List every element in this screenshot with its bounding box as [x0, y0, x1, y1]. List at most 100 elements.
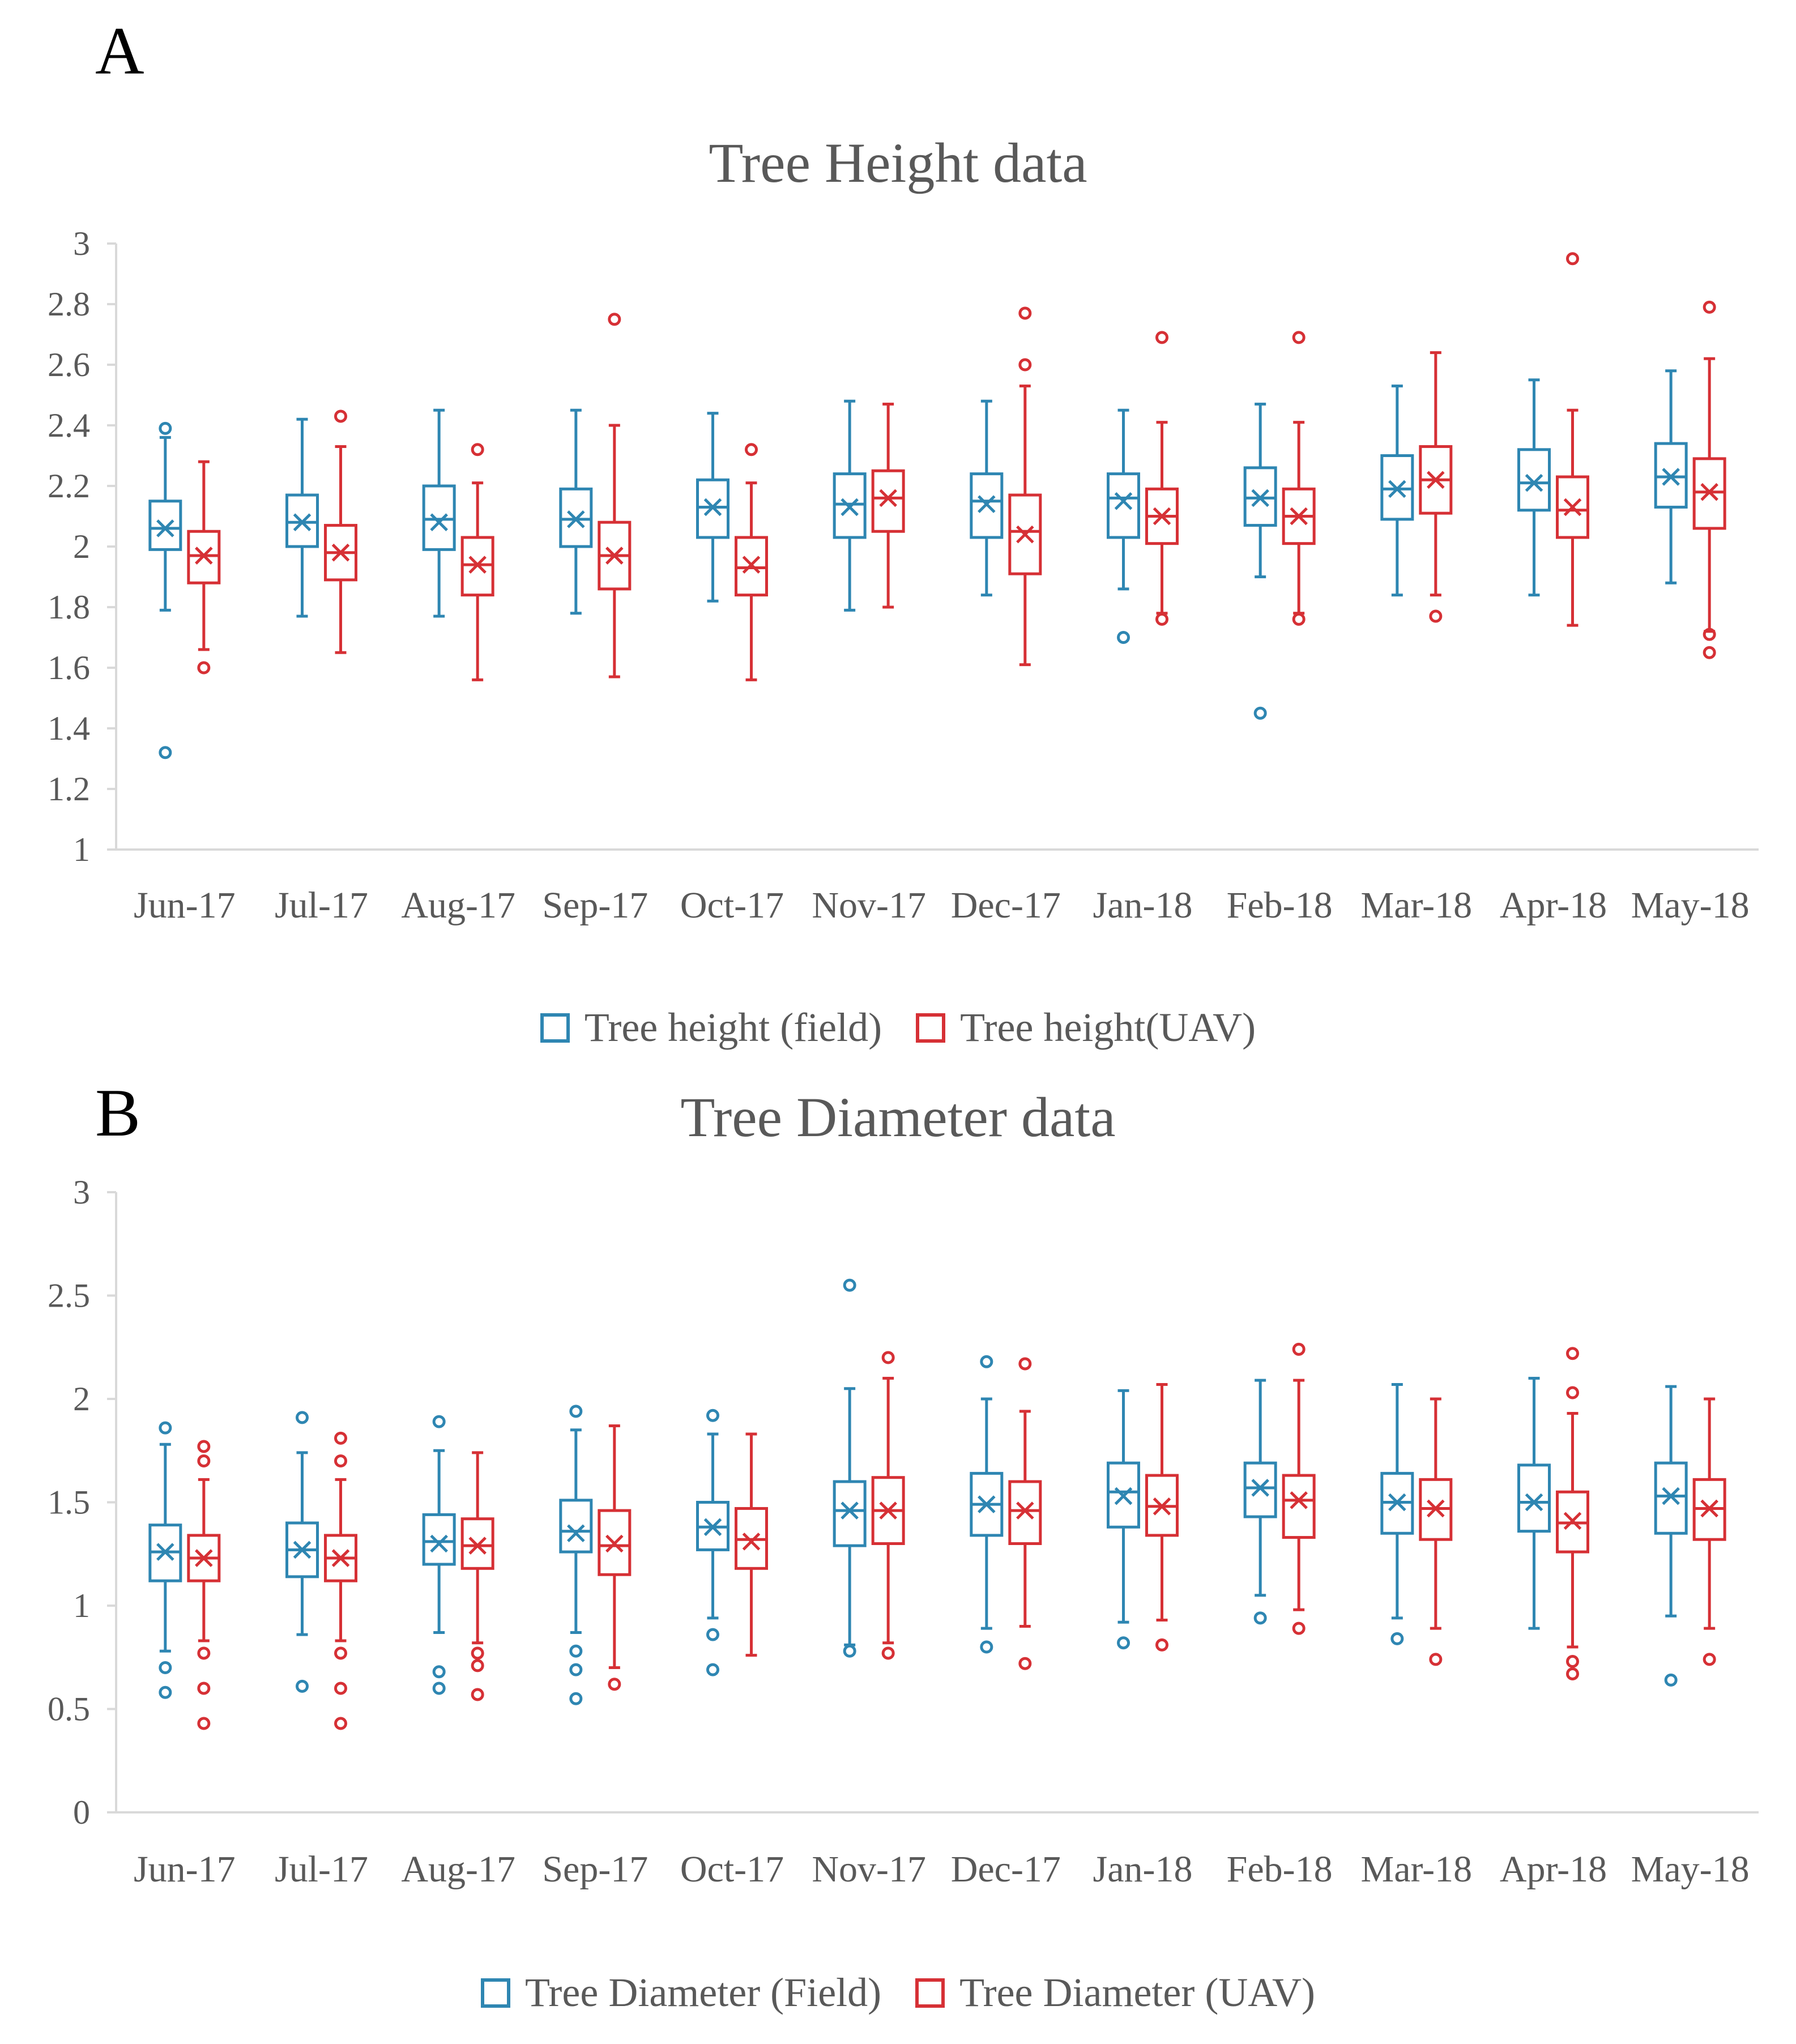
box-mean-marker [1114, 492, 1133, 510]
outlier-point [569, 1405, 583, 1418]
box-iqr [460, 1517, 494, 1570]
box-mean-marker [430, 1534, 448, 1553]
outlier-point [1117, 631, 1130, 644]
box-mean-marker [331, 543, 350, 562]
chart-b-x-tick-label: Jan-18 [1093, 1849, 1193, 1890]
outlier-point [159, 1661, 172, 1674]
chart-b-y-tick-label: 2.5 [48, 1277, 90, 1315]
chart-a-x-tick-label: Jun-17 [134, 885, 236, 926]
outlier-point [159, 1685, 172, 1699]
box-mean-marker [841, 1501, 859, 1520]
chart-a-x-tick-label: Mar-18 [1361, 885, 1473, 926]
chart-b-box-field [422, 1415, 456, 1695]
outlier-point [1566, 1667, 1579, 1680]
chart-a-box-uav [1556, 252, 1589, 627]
panel-label-b: B [95, 1075, 141, 1150]
chart-b-x-tick-label: May-18 [1631, 1849, 1750, 1890]
chart-a-y-tick-label: 1.6 [48, 649, 90, 686]
chart-a-x-tick-label: Sep-17 [542, 885, 648, 926]
outlier-point [1703, 1653, 1716, 1666]
outlier-point [1566, 252, 1579, 266]
outlier-point [843, 1644, 856, 1658]
chart-b-y-tick-label: 0.5 [48, 1691, 90, 1728]
outlier-point [432, 1415, 446, 1428]
box-iqr [1517, 1463, 1551, 1533]
chart-a-box-uav [1008, 306, 1042, 667]
outlier-point [471, 443, 484, 456]
outlier-point [1703, 300, 1716, 314]
box-iqr [833, 1480, 867, 1547]
box-mean-marker [293, 1541, 312, 1559]
chart-b-box-uav [1145, 1382, 1179, 1652]
box-mean-marker [1114, 1487, 1133, 1505]
chart-b-x-tick-label: Jun-17 [134, 1849, 236, 1890]
box-mean-marker [1427, 1499, 1445, 1518]
chart-a-box-field [1380, 384, 1414, 597]
outlier-point [1664, 1673, 1678, 1687]
chart-a-title: Tree Height data [709, 131, 1087, 194]
box-mean-marker [605, 547, 624, 565]
outlier-point [1703, 646, 1716, 659]
chart-a-box-field [970, 399, 1004, 597]
box-mean-marker [1153, 1497, 1171, 1516]
outlier-point [1018, 358, 1032, 372]
outlier-point [980, 1355, 993, 1368]
outlier-point [334, 1431, 347, 1445]
chart-b-x-tick-label: Apr-18 [1500, 1849, 1607, 1890]
legend-item-uav[interactable]: Tree Diameter (UAV) [915, 1969, 1315, 2016]
chart-b-box-field [970, 1355, 1004, 1654]
box-mean-marker [468, 1537, 487, 1555]
chart-a-y-tick-label: 2 [73, 528, 90, 565]
box-mean-marker [1290, 1491, 1308, 1509]
chart-b-box-uav [598, 1424, 632, 1691]
chart-a-plot: 1 1.2 1.4 1.6 1.8 2 2.2 2.4 2.6 2.8 3 Jun-17 Jul-17 A… [48, 225, 1759, 926]
outlier-point [706, 1409, 719, 1422]
legend-item-uav[interactable]: Tree height(UAV) [916, 1004, 1256, 1051]
box-mean-marker [742, 1533, 761, 1551]
box-mean-marker [742, 556, 761, 574]
box-mean-marker [567, 1524, 585, 1543]
chart-a-box-uav [1145, 331, 1179, 626]
legend-item-field[interactable]: Tree Diameter (Field) [480, 1969, 881, 2016]
box-mean-marker [1700, 483, 1718, 501]
box-iqr [422, 484, 456, 551]
box-mean-marker [1662, 1487, 1680, 1505]
chart-b-legend: Tree Diameter (Field) Tree Diameter (UAV… [0, 1969, 1796, 2016]
box-mean-marker [879, 1501, 897, 1520]
outlier-point [1018, 306, 1032, 320]
chart-a-box-uav [460, 443, 494, 681]
outlier-point [1018, 1357, 1032, 1371]
chart-b-box-uav [187, 1440, 221, 1730]
outlier-point [432, 1682, 446, 1695]
outlier-point [1253, 1611, 1267, 1625]
outlier-point [881, 1646, 895, 1660]
box-mean-marker [156, 1543, 174, 1561]
outlier-point [569, 1644, 583, 1658]
chart-b-x-tick-label: Aug-17 [401, 1849, 515, 1890]
chart-a-box-uav [187, 460, 221, 675]
chart-b-y-tick-label: 1 [73, 1587, 90, 1624]
chart-a-y-tick-label: 2.4 [48, 407, 90, 444]
chart-b-box-uav [1282, 1342, 1316, 1635]
box-mean-marker [293, 513, 312, 531]
chart-a-y-tick-label: 1.2 [48, 770, 90, 808]
outlier-point [1155, 1638, 1168, 1652]
chart-b-box-uav [1419, 1397, 1453, 1666]
outlier-point [1429, 1653, 1443, 1666]
chart-b-box-field [148, 1421, 182, 1699]
outlier-point [1253, 706, 1267, 720]
chart-b-box-field [1107, 1389, 1140, 1650]
box-mean-marker [703, 498, 722, 517]
chart-a-box-field [696, 412, 730, 603]
chart-a-box-field [285, 417, 319, 618]
box-mean-marker [1388, 480, 1406, 498]
chart-b-box-field [1380, 1382, 1414, 1645]
chart-a-x-tick-label: Jul-17 [275, 885, 368, 926]
legend-swatch-field [540, 1013, 570, 1043]
legend-item-field[interactable]: Tree height (field) [540, 1004, 882, 1051]
box-mean-marker [978, 1495, 996, 1513]
outlier-point [1117, 1636, 1130, 1650]
chart-a-x-tick-label: Aug-17 [401, 885, 515, 926]
box-iqr [1282, 1474, 1316, 1539]
outlier-point [1155, 612, 1168, 626]
